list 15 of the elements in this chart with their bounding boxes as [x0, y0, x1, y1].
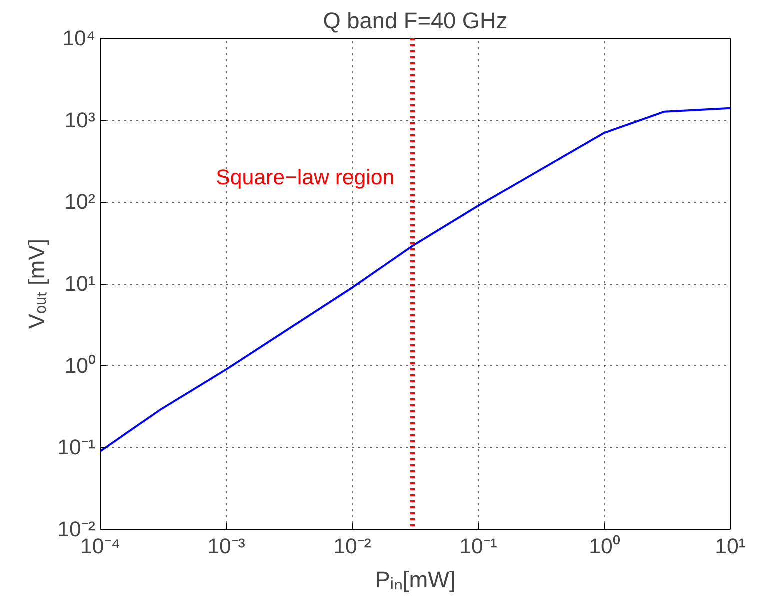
ref-line-label: Square−law region	[216, 166, 395, 190]
y-tick-label: 10⁰	[64, 354, 96, 378]
x-tick-label: 10⁰	[589, 534, 621, 558]
y-axis-title: Vₒᵤₜ [mV]	[24, 238, 50, 330]
y-tick-label: 10⁴	[62, 26, 96, 50]
x-tick-label: 10⁻¹	[460, 534, 498, 558]
y-tick-label: 10²	[64, 190, 96, 214]
y-tick-label: 10¹	[64, 272, 96, 296]
chart-title: Q band F=40 GHz	[323, 8, 508, 34]
y-tick-label: 10³	[64, 108, 96, 132]
x-tick-label: 10⁻²	[334, 534, 372, 558]
x-tick-label: 10⁻³	[208, 534, 246, 558]
x-axis-title: Pᵢₙ[mW]	[375, 566, 456, 592]
y-tick-label: 10⁻¹	[58, 436, 96, 460]
x-tick-label: 10¹	[715, 534, 746, 558]
